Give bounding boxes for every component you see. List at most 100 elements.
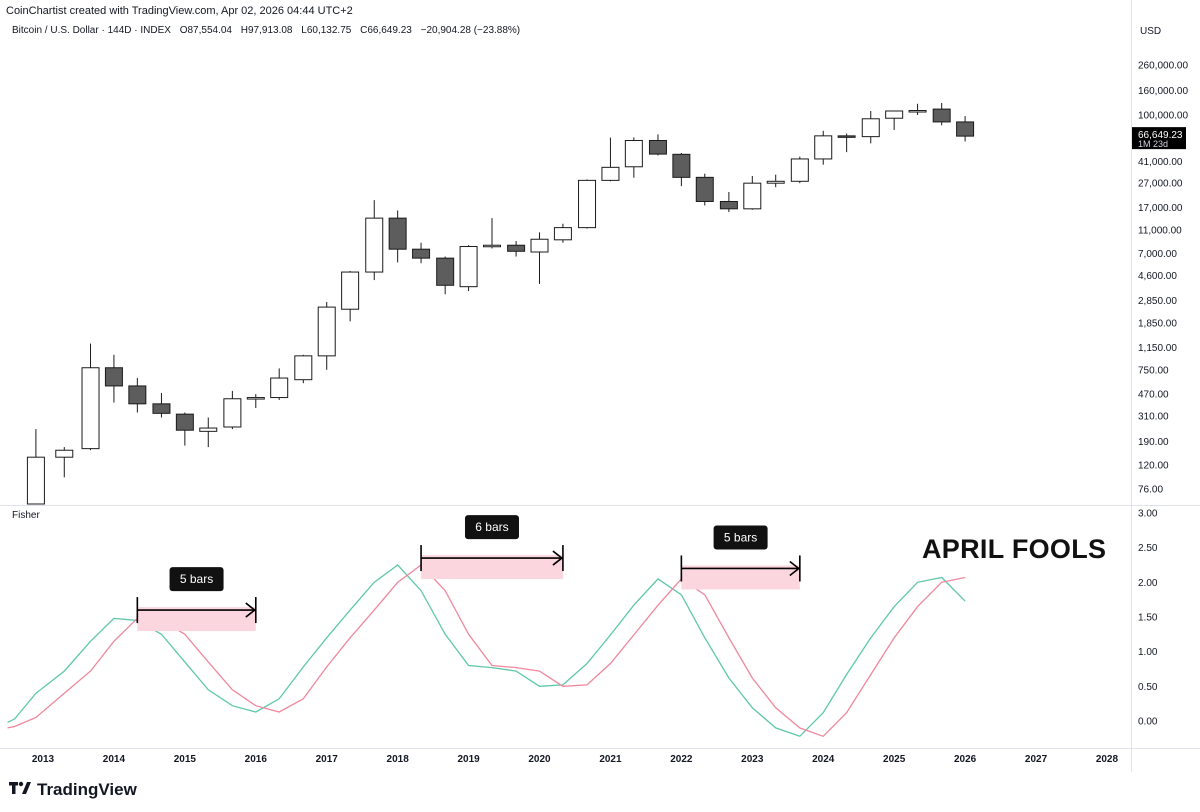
candle-body [26, 456, 45, 505]
time-tick-label: 2024 [812, 754, 835, 765]
up-candle [223, 390, 242, 430]
candle-body [152, 403, 171, 414]
time-tick-label: 2014 [103, 754, 126, 765]
bar-range-highlight [681, 565, 800, 590]
price-tick-label: 260,000.00 [1138, 61, 1188, 72]
up-candle [624, 137, 643, 178]
down-candle [152, 393, 171, 418]
price-tick-label: 750.00 [1138, 365, 1169, 376]
bar-count-label-box [169, 567, 224, 592]
price-tick-label: 1,850.00 [1138, 318, 1177, 329]
ohlc-open: O87,554.04 [179, 25, 232, 36]
price-tick-label: 41,000.00 [1138, 157, 1183, 168]
price-tick-label: 2,850.00 [1138, 296, 1177, 307]
candle-body [55, 449, 74, 458]
candle-body [814, 135, 833, 160]
fisher-tick-label: 1.00 [1138, 647, 1158, 658]
range-arrow-head [552, 550, 564, 566]
up-candle [861, 110, 880, 144]
down-candle [695, 173, 714, 206]
up-candle [530, 232, 549, 284]
up-candle [246, 394, 265, 409]
price-tick-label: 1,150.00 [1138, 343, 1177, 354]
down-candle [175, 412, 194, 446]
candle-body [530, 238, 549, 253]
up-candle [26, 429, 45, 505]
indicator-label[interactable]: Fisher [12, 510, 40, 521]
candle-body [270, 377, 289, 399]
time-tick-label: 2028 [1096, 754, 1119, 765]
price-axis: 76.00 120.00 190.00 310.00 470.00 750.00 1,150… [1132, 61, 1188, 496]
price-tick-label: 310.00 [1138, 411, 1169, 422]
price-tick-label: 190.00 [1138, 437, 1169, 448]
price-pane [0, 0, 1200, 772]
up-candle [294, 354, 313, 384]
up-candle [365, 200, 384, 281]
candle-body [175, 413, 194, 431]
time-tick-label: 2018 [387, 754, 410, 765]
bar-count-label: 5 bars [180, 572, 213, 586]
candle-body [885, 110, 904, 119]
candle-body [388, 217, 407, 250]
up-candle [459, 245, 478, 292]
time-tick-label: 2013 [32, 754, 55, 765]
fisher-tick-label: 0.00 [1138, 717, 1158, 728]
price-tick-label: 17,000.00 [1138, 203, 1183, 214]
up-candle [553, 223, 572, 243]
fisher-tick-label: 1.50 [1138, 613, 1158, 624]
price-tick-label: 27,000.00 [1138, 179, 1183, 190]
price-tick-label: 470.00 [1138, 390, 1169, 401]
time-tick-label: 2019 [457, 754, 480, 765]
bar-count-label-box [713, 525, 768, 550]
up-candle [55, 447, 74, 478]
bar-count-label: 5 bars [724, 530, 757, 544]
up-candle [81, 343, 100, 451]
down-candle [648, 134, 667, 156]
up-candle [908, 103, 927, 115]
candle-body [837, 135, 856, 138]
bar-count-annotation: 5 bars [680, 525, 801, 590]
time-tick-label: 2026 [954, 754, 977, 765]
candle-body [719, 200, 738, 210]
bar-count-annotations: 5 bars 6 bars 5 bars [136, 515, 801, 632]
time-tick-label: 2015 [174, 754, 197, 765]
candle-body [601, 166, 620, 181]
ohlc-low: L60,132.75 [301, 25, 352, 36]
up-candle [601, 137, 620, 182]
down-candle [932, 102, 951, 126]
tradingview-logo[interactable]: TradingView [9, 780, 137, 800]
candle-body [790, 158, 809, 182]
time-axis: 2013 2014 2015 2016 2017 2018 2019 2020 2021 2022… [32, 754, 1119, 765]
candle-body [695, 176, 714, 202]
fisher-pane [7, 564, 966, 738]
ohlc-high: H97,913.08 [240, 25, 293, 36]
candle-body [223, 398, 242, 428]
candle-body [672, 153, 691, 178]
candle-body [365, 217, 384, 273]
candle-body [128, 385, 147, 405]
tradingview-logo-icon [9, 780, 31, 800]
range-arrow-head [789, 560, 801, 577]
symbol-legend[interactable]: Bitcoin / U.S. Dollar · 144D · INDEX O87… [12, 25, 526, 36]
up-candle [814, 130, 833, 165]
candle-body [199, 427, 218, 432]
candle-body [412, 248, 431, 259]
up-candle [578, 179, 597, 229]
range-arrow-head [245, 602, 257, 618]
up-candle [199, 417, 218, 448]
fisher-tick-label: 3.00 [1138, 509, 1158, 520]
candle-body [246, 397, 265, 400]
candle-body [956, 121, 975, 137]
price-tick-label: 100,000.00 [1138, 111, 1188, 122]
time-tick-label: 2023 [741, 754, 764, 765]
down-candle [672, 153, 691, 187]
down-candle [719, 191, 738, 213]
up-candle [482, 218, 501, 249]
candle-body [294, 355, 313, 381]
bar-count-label: 6 bars [475, 520, 508, 534]
april-fools-annotation: APRIL FOOLS [922, 534, 1107, 564]
time-tick-label: 2016 [245, 754, 268, 765]
up-candle [766, 174, 785, 188]
time-tick-label: 2020 [528, 754, 551, 765]
time-tick-label: 2017 [316, 754, 339, 765]
